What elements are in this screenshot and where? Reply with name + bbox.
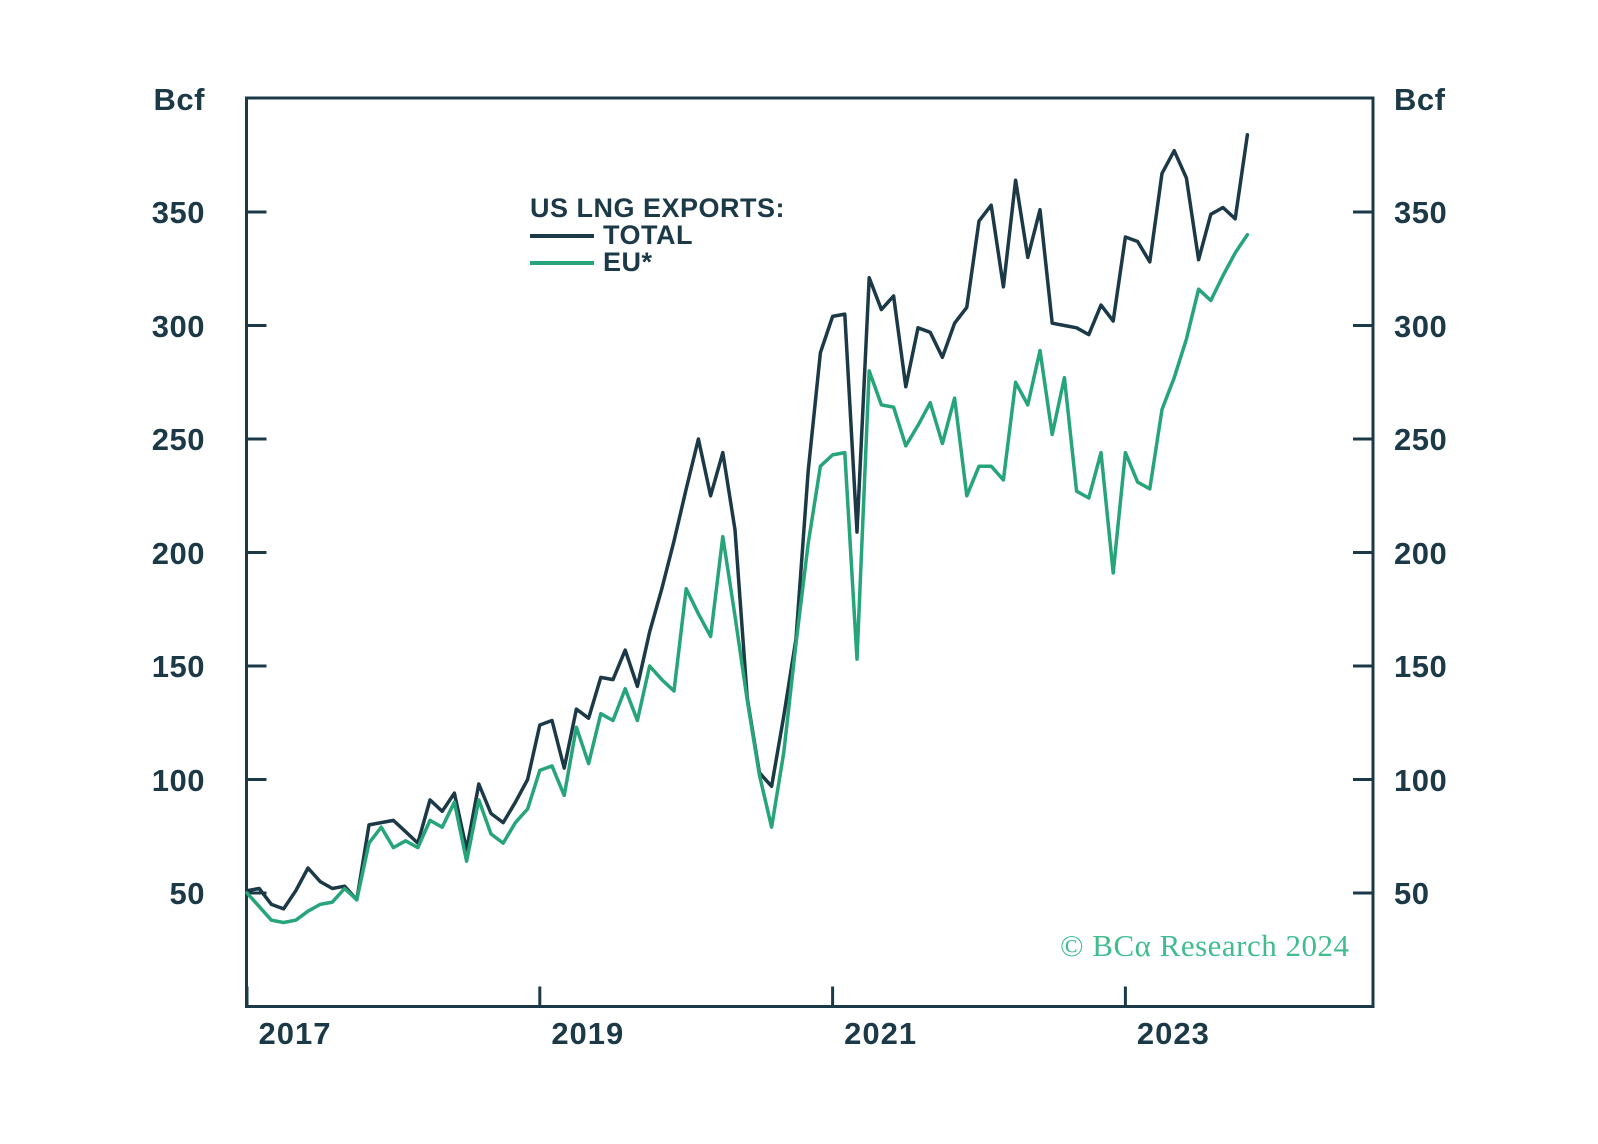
y-tick-label-right: 100 [1394, 762, 1448, 798]
y-tick-label-right: 150 [1394, 649, 1448, 684]
y-tick-label-left: 150 [151, 649, 205, 684]
y-tick-label-right: 300 [1394, 308, 1448, 344]
total-line-swatch [530, 233, 594, 238]
y-tick-label-left: 300 [151, 308, 205, 344]
y-tick-label-left: 250 [151, 422, 205, 457]
x-tick-label-2017: 2017 [258, 1016, 332, 1051]
legend-item-eu: EU* [530, 247, 785, 277]
y-tick-label-left: 50 [169, 876, 205, 911]
eu-line [245, 232, 1250, 925]
legend-label-eu: EU* [603, 247, 653, 277]
y-tick-label-left: 350 [151, 195, 205, 230]
x-tick-label-2023: 2023 [1136, 1016, 1210, 1051]
y-tick-label-right: 250 [1394, 422, 1448, 457]
y-tick-label-right: 350 [1394, 195, 1448, 230]
y-axis-unit-right: Bcf [1394, 82, 1446, 117]
eu-line-swatch [530, 260, 594, 265]
y-tick-label-right: 50 [1394, 876, 1430, 911]
legend-title: US LNG EXPORTS: [530, 193, 786, 223]
copyright: © BCα Research 2024 [1060, 928, 1350, 963]
x-tick-label-2019: 2019 [551, 1016, 625, 1051]
x-tick-label-2021: 2021 [844, 1016, 918, 1051]
y-tick-label-right: 200 [1394, 535, 1448, 571]
y-tick-label-left: 100 [151, 762, 205, 798]
legend-label-total: TOTAL [603, 220, 693, 250]
legend: US LNG EXPORTS: TOTAL EU* [530, 193, 786, 277]
y-tick-label-left: 200 [151, 535, 205, 571]
legend-item-total: TOTAL [530, 220, 785, 250]
y-axis-unit-left: Bcf [153, 82, 205, 117]
